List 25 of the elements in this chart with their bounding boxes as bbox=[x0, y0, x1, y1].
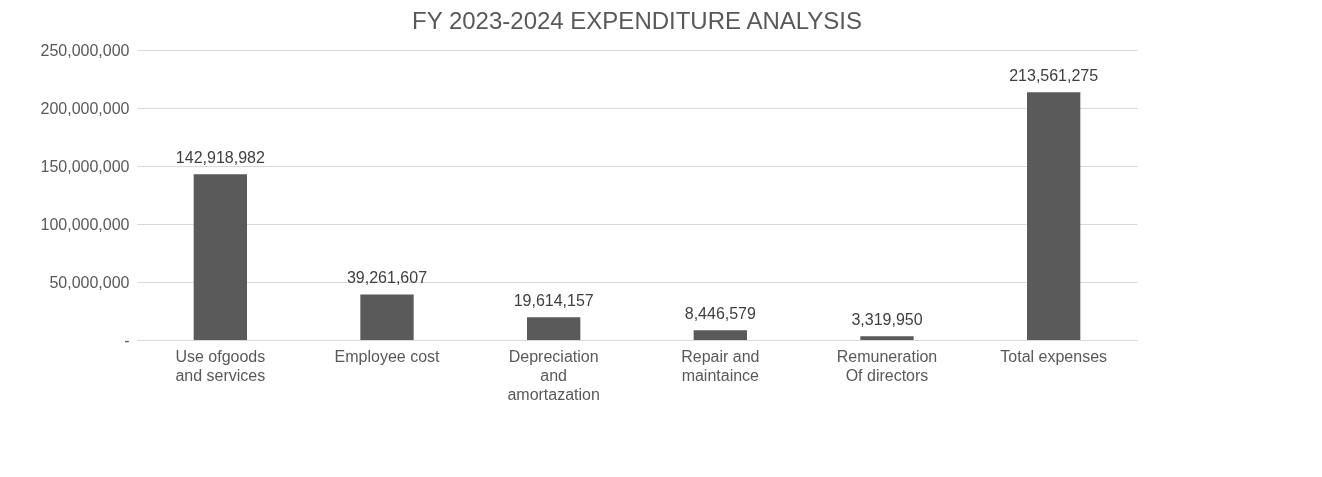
x-tick-label: Total expenses bbox=[1000, 347, 1108, 365]
bar bbox=[1027, 92, 1081, 340]
y-tick-label: - bbox=[124, 331, 130, 349]
bar bbox=[360, 294, 414, 340]
data-label: 213,561,275 bbox=[1009, 67, 1099, 85]
y-tick-label: 50,000,000 bbox=[49, 273, 130, 291]
bar bbox=[860, 336, 914, 340]
y-tick-label: 250,000,000 bbox=[40, 41, 130, 59]
bar bbox=[693, 330, 747, 340]
data-label: 39,261,607 bbox=[346, 269, 428, 287]
x-tick-label: Depreciation and amortazation bbox=[507, 347, 600, 403]
data-label: 19,614,157 bbox=[513, 292, 594, 310]
x-tick-label: Repair and maintaince bbox=[681, 347, 760, 384]
y-tick-label: 100,000,000 bbox=[40, 215, 130, 233]
x-tick-label: Use ofgoods and services bbox=[175, 347, 266, 384]
data-label: 3,319,950 bbox=[851, 311, 923, 329]
x-tick-label: Employee cost bbox=[334, 347, 441, 365]
bar bbox=[193, 174, 247, 340]
chart-title: FY 2023-2024 EXPENDITURE ANALYSIS bbox=[412, 7, 862, 34]
data-label: 142,918,982 bbox=[175, 149, 265, 167]
x-tick-label: Remuneration Of directors bbox=[836, 347, 938, 384]
data-label: 8,446,579 bbox=[684, 305, 757, 323]
y-tick-label: 150,000,000 bbox=[40, 157, 130, 175]
bar bbox=[527, 317, 581, 340]
y-tick-label: 200,000,000 bbox=[40, 99, 130, 117]
